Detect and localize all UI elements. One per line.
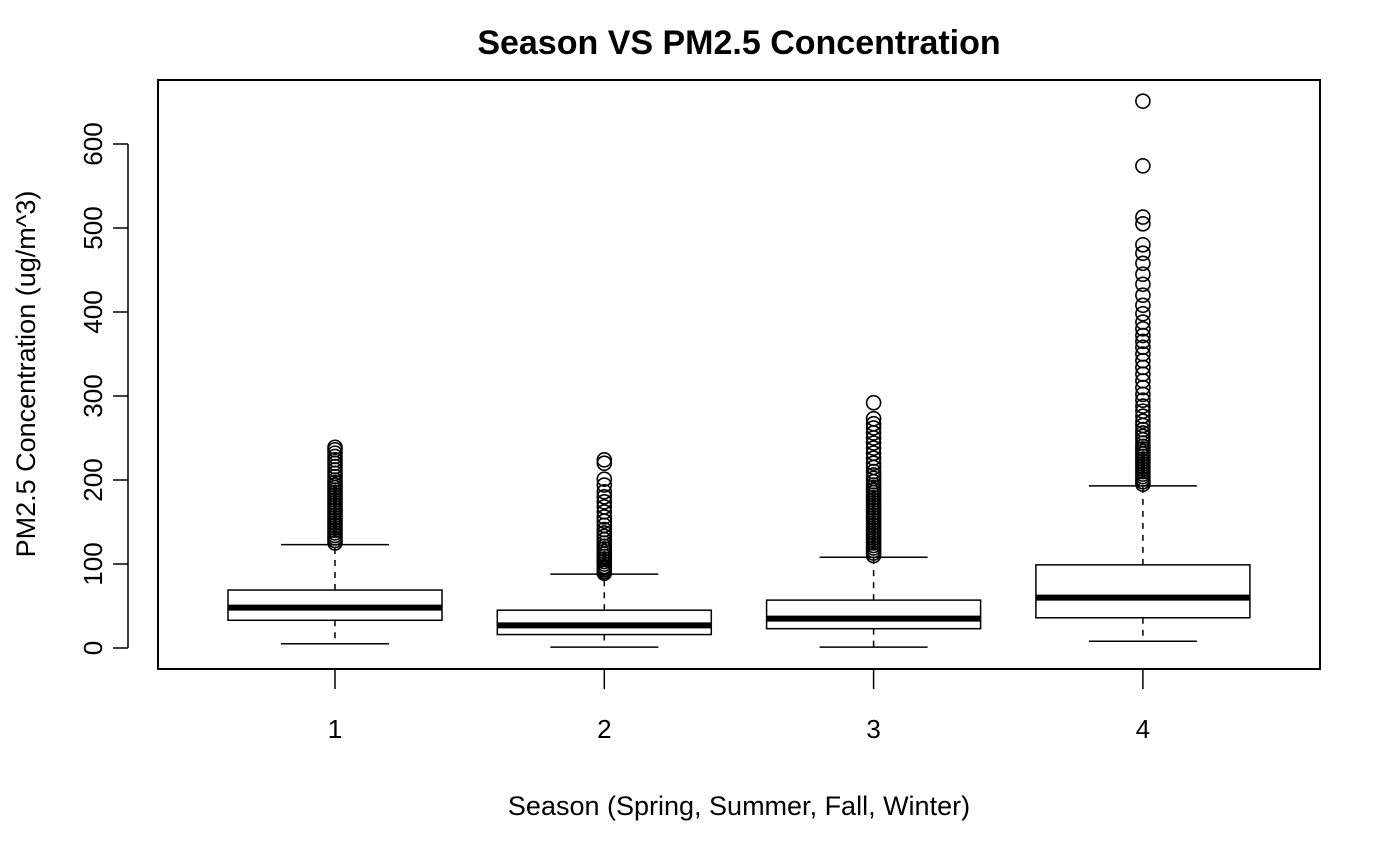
outlier-point — [596, 488, 613, 505]
outlier-point — [1135, 93, 1151, 109]
outlier-point — [865, 415, 882, 432]
y-tick-label: 600 — [78, 122, 108, 165]
outlier-point — [865, 420, 882, 436]
outlier-point — [1135, 209, 1151, 225]
outlier-point — [596, 452, 613, 468]
outlier-point — [1135, 287, 1151, 304]
y-tick-label: 500 — [78, 206, 108, 249]
outlier-point — [596, 504, 613, 520]
outlier-point — [1135, 339, 1151, 356]
outlier-point — [1135, 333, 1151, 350]
x-tick-label: 3 — [866, 714, 880, 744]
x-axis-label: Season (Spring, Summer, Fall, Winter) — [508, 791, 970, 821]
x-tick-label: 4 — [1136, 714, 1150, 744]
outlier-point — [596, 521, 613, 538]
y-axis-label: PM2.5 Concentration (ug/m^3) — [11, 191, 41, 558]
outlier-point — [1135, 266, 1151, 283]
y-tick-label: 200 — [78, 458, 108, 501]
outlier-point — [865, 410, 882, 427]
outlier-point — [327, 439, 343, 456]
outlier-point — [1135, 305, 1151, 322]
chart-title: Season VS PM2.5 Concentration — [477, 24, 1000, 62]
outlier-point — [596, 455, 613, 472]
boxes-layer — [227, 93, 1251, 648]
x-axis: 1 2 3 4 — [328, 669, 1150, 744]
y-axis: 0 100 200 300 400 500 600 — [78, 122, 129, 655]
outlier-point — [1135, 403, 1151, 419]
plot-frame — [157, 79, 1321, 670]
outlier-point — [1135, 314, 1151, 330]
outlier-point — [865, 445, 882, 461]
outlier-point — [865, 435, 882, 451]
outlier-point — [596, 499, 613, 515]
y-tick-label: 0 — [78, 641, 108, 655]
outlier-point — [865, 394, 882, 411]
y-tick-label: 400 — [78, 290, 108, 333]
outlier-point — [596, 483, 613, 500]
box-group-1 — [227, 439, 443, 645]
y-tick-label: 100 — [78, 542, 108, 585]
outlier-point — [1135, 320, 1151, 337]
outlier-point — [1135, 216, 1151, 232]
outlier-point — [596, 471, 613, 487]
x-tick-label: 1 — [328, 714, 342, 744]
outlier-point — [1135, 346, 1151, 362]
outlier-point — [1135, 392, 1151, 409]
outlier-point — [596, 494, 613, 510]
outlier-point — [1135, 413, 1151, 430]
box-group-4 — [1035, 93, 1251, 643]
iqr-box — [765, 599, 982, 630]
outlier-point — [1135, 237, 1151, 253]
outlier-point — [1135, 398, 1151, 414]
iqr-box — [1035, 564, 1251, 619]
y-tick-label: 300 — [78, 374, 108, 417]
outlier-point — [865, 450, 882, 466]
box-group-2 — [496, 452, 713, 648]
outlier-point — [1135, 297, 1151, 314]
outlier-point — [865, 455, 882, 472]
outlier-point — [1135, 245, 1151, 261]
outlier-point — [1135, 408, 1151, 424]
outlier-point — [596, 509, 613, 525]
outlier-point — [1135, 255, 1151, 272]
outlier-point — [596, 477, 613, 493]
outlier-point — [865, 440, 882, 456]
box-group-3 — [765, 394, 982, 648]
x-tick-label: 2 — [597, 714, 611, 744]
outlier-point — [1135, 276, 1151, 293]
outlier-point — [1135, 158, 1151, 174]
